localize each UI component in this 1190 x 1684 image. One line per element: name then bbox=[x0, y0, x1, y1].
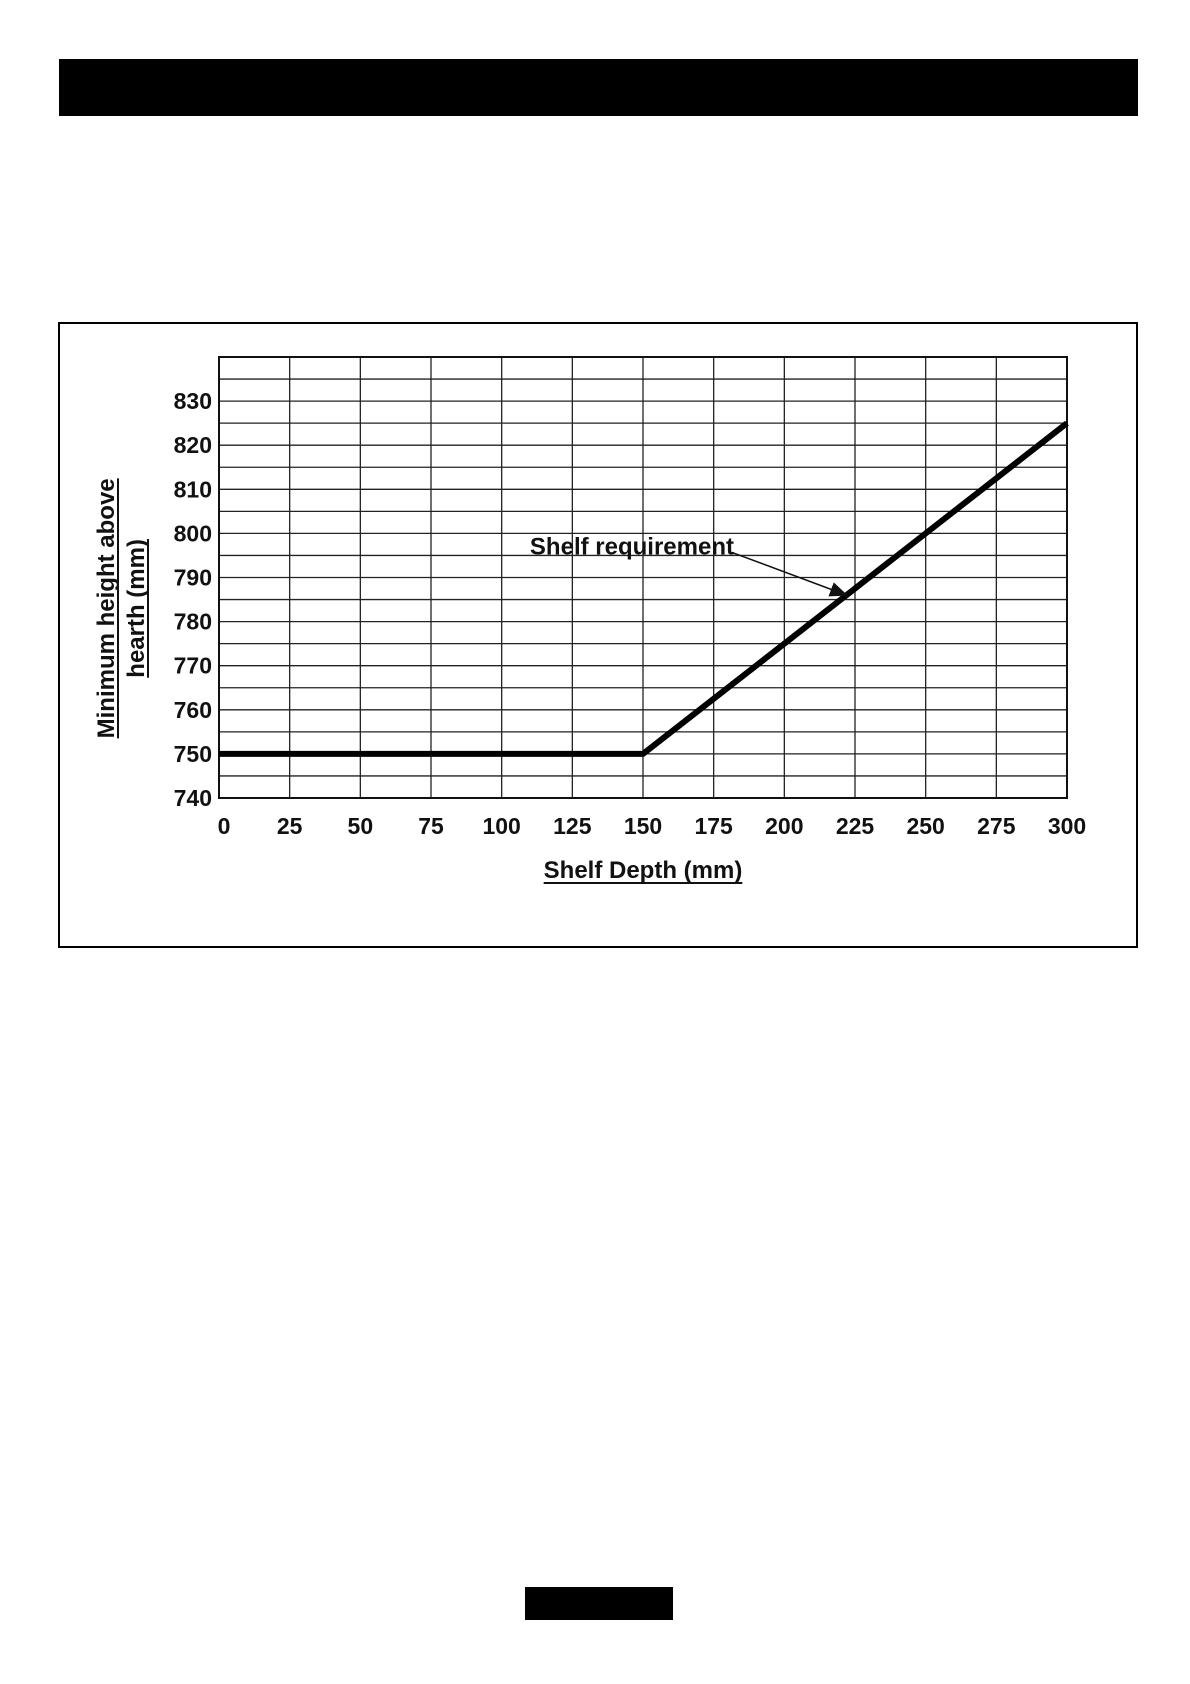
x-tick-labels: 0 25 50 75 100 125 150 175 200 225 250 275 300 bbox=[218, 813, 1087, 839]
x-tick-label: 275 bbox=[977, 813, 1016, 839]
annotation-label: Shelf requirement bbox=[530, 533, 734, 560]
y-axis-title-line-1: Minimum height above bbox=[93, 478, 120, 738]
annotation-arrow bbox=[731, 551, 848, 597]
y-tick-label: 760 bbox=[174, 697, 212, 723]
y-tick-label: 810 bbox=[174, 476, 212, 502]
y-tick-label: 820 bbox=[174, 432, 212, 458]
footer-bar bbox=[525, 1587, 673, 1620]
y-tick-label: 740 bbox=[174, 785, 212, 811]
x-tick-label: 225 bbox=[836, 813, 875, 839]
series-line bbox=[219, 420, 1069, 757]
shelf-chart: 740 750 760 770 780 790 800 810 820 830 0 25 50 75 10… bbox=[93, 356, 1087, 884]
y-axis-title-line-2: hearth (mm) bbox=[123, 539, 150, 678]
y-axis-title-group: Minimum height above hearth (mm) bbox=[93, 478, 150, 739]
x-tick-label: 175 bbox=[694, 813, 733, 839]
x-tick-label: 100 bbox=[482, 813, 520, 839]
y-tick-labels: 740 750 760 770 780 790 800 810 820 830 bbox=[174, 388, 212, 811]
y-tick-label: 790 bbox=[174, 565, 212, 591]
x-tick-label: 150 bbox=[624, 813, 662, 839]
x-tick-label: 75 bbox=[418, 813, 444, 839]
y-tick-label: 830 bbox=[174, 388, 212, 414]
header-bar bbox=[59, 59, 1138, 116]
y-tick-label: 800 bbox=[174, 520, 212, 546]
annotation: Shelf requirement bbox=[530, 533, 848, 597]
y-tick-label: 770 bbox=[174, 653, 212, 679]
series-layer bbox=[219, 420, 1069, 757]
plot-border bbox=[218, 356, 1068, 799]
x-tick-label: 25 bbox=[277, 813, 303, 839]
x-tick-label: 300 bbox=[1048, 813, 1086, 839]
x-axis-title-group: Shelf Depth (mm) bbox=[543, 857, 743, 884]
x-tick-label: 200 bbox=[765, 813, 803, 839]
chart-frame: 740 750 760 770 780 790 800 810 820 830 0 25 50 75 10… bbox=[58, 322, 1138, 948]
grid bbox=[218, 356, 1068, 799]
x-tick-label: 250 bbox=[906, 813, 944, 839]
x-tick-label: 125 bbox=[553, 813, 592, 839]
y-tick-label: 780 bbox=[174, 609, 212, 635]
x-tick-label: 0 bbox=[218, 813, 231, 839]
x-axis-title: Shelf Depth (mm) bbox=[544, 857, 743, 884]
y-tick-label: 750 bbox=[174, 741, 212, 767]
x-tick-label: 50 bbox=[348, 813, 374, 839]
